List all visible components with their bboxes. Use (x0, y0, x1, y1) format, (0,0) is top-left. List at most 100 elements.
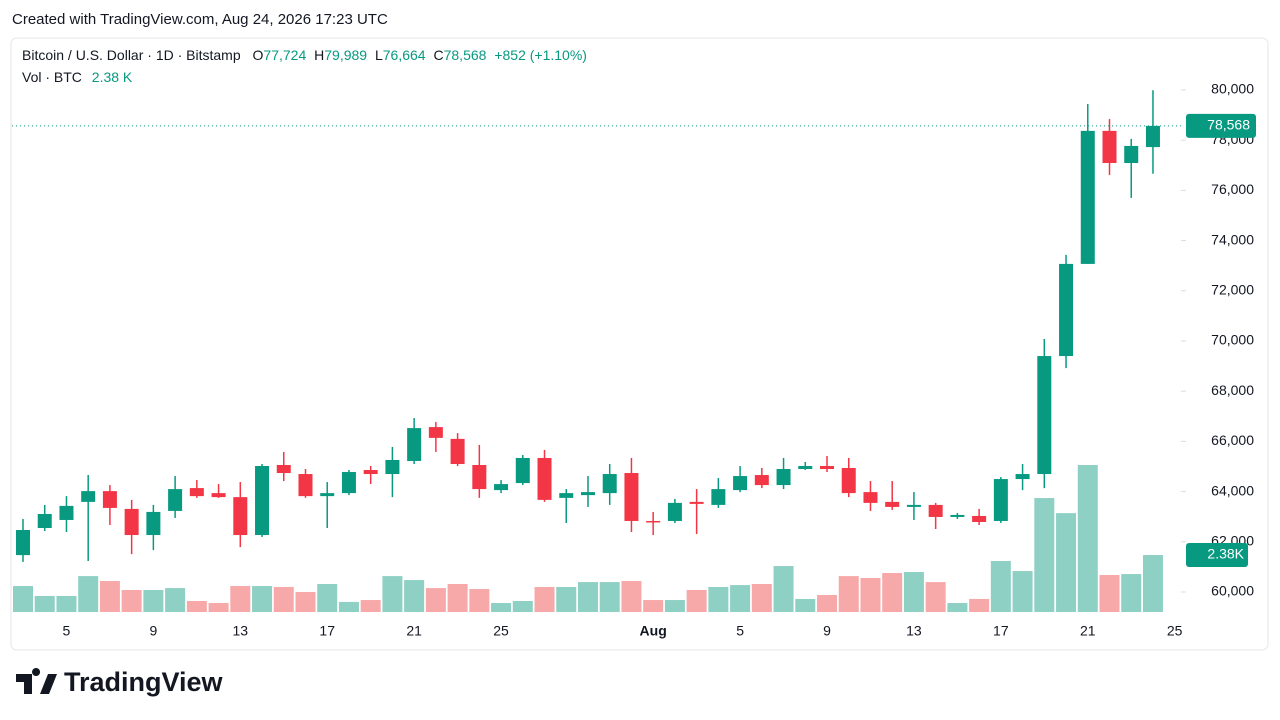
volume-bar (708, 586, 729, 612)
candle-body (798, 465, 813, 470)
candle-body (559, 493, 574, 498)
candle-body (580, 492, 595, 496)
volume-bar (990, 561, 1011, 612)
candle-body (711, 489, 726, 505)
y-tick-label: 68,000 (1211, 382, 1254, 398)
y-tick-label: 64,000 (1211, 482, 1254, 498)
volume-bar (1034, 498, 1055, 612)
logo-icon (16, 668, 57, 694)
candle-body (472, 464, 487, 490)
x-tick-label: 5 (736, 623, 744, 639)
volume-bar (295, 592, 316, 612)
volume-bar (121, 589, 142, 612)
legend-line: Bitcoin / U.S. Dollar · 1D · Bitstamp O7… (22, 47, 587, 63)
volume-value: 2.38 K (92, 69, 133, 85)
x-tick-label: 9 (823, 623, 831, 639)
created-note: Created with TradingView.com, Aug 24, 20… (12, 11, 388, 28)
candle-body (1145, 125, 1160, 148)
volume-bar (208, 603, 229, 612)
volume-bar (317, 583, 338, 612)
candle-body (537, 457, 552, 500)
candle-body (494, 484, 509, 491)
legend-key: H (314, 47, 324, 63)
volume-bar (1077, 465, 1098, 612)
volume-bar (56, 595, 77, 612)
candle-body (189, 488, 204, 497)
candle-body (298, 474, 313, 497)
x-tick-label: 13 (906, 623, 922, 639)
volume-bar (773, 566, 794, 612)
volume-bar (99, 580, 120, 612)
volume-bar (491, 603, 512, 612)
candle-body (950, 514, 965, 517)
candle-body (841, 468, 856, 494)
candle-body (276, 464, 291, 474)
candle-body (646, 520, 661, 523)
candle-body (1080, 130, 1095, 264)
chart-frame (10, 37, 1269, 651)
y-tick-label: 70,000 (1211, 332, 1254, 348)
volume-bar (469, 589, 490, 612)
volume-key: Vol · BTC (22, 69, 82, 85)
candle-body (1037, 356, 1052, 475)
y-tick-label: 72,000 (1211, 281, 1254, 297)
candle-body (820, 465, 835, 470)
candle-body (146, 511, 161, 536)
volume-bar (165, 588, 186, 612)
candle-body (255, 465, 270, 536)
volume-bar (78, 576, 99, 612)
volume-bar (621, 580, 642, 612)
legend-key: O (253, 47, 264, 63)
candle-body (993, 479, 1008, 521)
volume-tag (1186, 543, 1248, 568)
volume-bar (1121, 574, 1142, 612)
volume-bar (360, 600, 381, 612)
volume-bar (447, 583, 468, 612)
x-tick-label: 17 (319, 623, 335, 639)
volume-bar (860, 578, 881, 612)
volume-bar (795, 598, 816, 612)
candle-body (320, 493, 335, 497)
candle-body (689, 501, 704, 504)
x-tick-label: 25 (493, 623, 509, 639)
candle-body (1102, 130, 1117, 164)
candle-body (407, 428, 422, 461)
volume-bar (1142, 555, 1163, 612)
volume-bar (425, 588, 446, 612)
legend-value: 78,568 (444, 47, 487, 63)
candle-body (81, 491, 96, 502)
volume-bar (252, 586, 273, 612)
candle-body (341, 472, 356, 494)
volume-bar (13, 586, 33, 612)
volume-tag-label: 2.38K (1207, 546, 1244, 562)
volume-bar (556, 586, 577, 612)
volume-bar (577, 582, 598, 612)
candle-body (602, 474, 617, 494)
x-tick-label: 25 (1167, 623, 1183, 639)
legend-title: Bitcoin / U.S. Dollar · 1D · Bitstamp (22, 47, 241, 63)
candle-body (885, 501, 900, 507)
candle-body (102, 491, 117, 508)
volume-bar (230, 586, 251, 612)
candle-body (754, 475, 769, 486)
volume-bar (643, 600, 664, 612)
x-tick-label: 9 (149, 623, 157, 639)
y-tick-label: 76,000 (1211, 181, 1254, 197)
legend-value: 79,989 (324, 47, 367, 63)
candle-body (1059, 263, 1074, 357)
legend-value: 76,664 (383, 47, 426, 63)
volume-legend: Vol · BTC 2.38 K (22, 69, 133, 85)
candle-body (1015, 474, 1030, 480)
volume-bar (143, 589, 164, 612)
candle-body (450, 438, 465, 464)
candle-body (233, 497, 248, 536)
legend-key: C (433, 47, 443, 63)
legend-value: 77,724 (263, 47, 306, 63)
volume-bar (686, 589, 707, 612)
volume-bar (186, 600, 207, 612)
candle-body (515, 457, 530, 484)
volume-bar (404, 580, 425, 612)
candle-body (667, 502, 682, 521)
volume-bar (34, 595, 55, 612)
